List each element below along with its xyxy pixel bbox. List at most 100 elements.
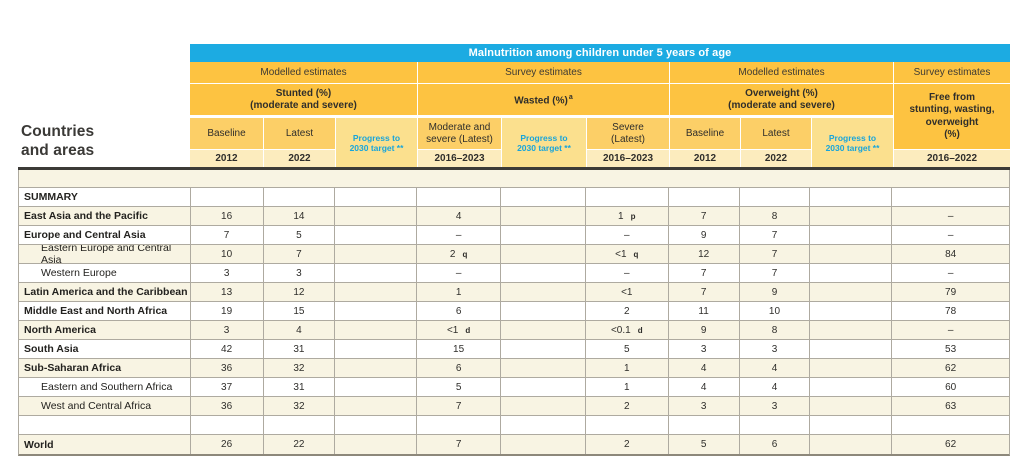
- cell: [417, 416, 502, 434]
- group-label: Modelled estimates: [260, 67, 347, 78]
- cell: [501, 226, 586, 244]
- col-label: Progress to: [828, 132, 877, 143]
- row-label: Europe and Central Asia: [19, 226, 191, 244]
- cell: 9: [740, 283, 811, 301]
- cell: 78: [945, 305, 957, 317]
- col-label: Moderate and: [428, 121, 491, 133]
- measure-label: (%): [944, 129, 960, 140]
- year-stunted-latest: 2022: [263, 150, 335, 167]
- cell: [810, 416, 893, 434]
- cell: [501, 435, 586, 454]
- table-row: Europe and Central Asia 7 5– –9 7–: [19, 226, 1009, 245]
- row-label: SUMMARY: [19, 188, 191, 206]
- cell: 8: [740, 207, 811, 225]
- cell: 3: [669, 397, 740, 415]
- cell: [191, 416, 264, 434]
- measure-label: Overweight (%): [745, 87, 818, 99]
- year-overweight-latest: 2022: [740, 150, 811, 167]
- cell: 5: [417, 378, 502, 396]
- header-rule: [18, 167, 1010, 170]
- col-label: (Latest): [611, 133, 645, 145]
- footnote-marker: a: [568, 93, 573, 101]
- cell: [501, 264, 586, 282]
- cell: 36: [191, 397, 264, 415]
- row-label: East Asia and the Pacific: [19, 207, 191, 225]
- table-row: Eastern and Southern Africa 37 31 5 1 4 4 60: [19, 378, 1009, 397]
- measure-wasted: Wasted (%)a: [417, 84, 669, 116]
- cell: [335, 283, 418, 301]
- cell: [501, 188, 586, 206]
- cell: 7: [191, 226, 264, 244]
- cell: [892, 188, 1009, 206]
- row-label: Latin America and the Caribbean: [19, 283, 191, 301]
- measure-overweight: Overweight (%) (moderate and severe): [669, 84, 893, 116]
- cell: 1: [586, 359, 669, 377]
- table-row: Eastern Europe and Central Asia 10 7 2 q <1 q 1…: [19, 245, 1009, 264]
- cell: 7: [669, 207, 740, 225]
- cell: [335, 207, 418, 225]
- cell: [335, 188, 418, 206]
- cell: [501, 283, 586, 301]
- cell: [810, 321, 893, 339]
- cell: –: [947, 267, 954, 279]
- year-label: 2016–2023: [434, 153, 485, 164]
- cell: [335, 264, 418, 282]
- cell: 11: [669, 302, 740, 320]
- countries-and-areas-title: Countries and areas: [21, 122, 94, 160]
- cell: [586, 416, 669, 434]
- cell: [335, 321, 418, 339]
- year-wasted-moderate: 2016–2023: [417, 150, 501, 167]
- col-label: Progress to: [352, 132, 401, 143]
- cell: 63: [945, 400, 957, 412]
- spacer-row: [19, 170, 1009, 188]
- cell: [810, 378, 893, 396]
- cell: 6: [740, 435, 811, 454]
- cell-footnote-flag: q: [633, 249, 639, 259]
- col-label: Baseline: [207, 127, 246, 139]
- cell: 7: [669, 283, 740, 301]
- cell: 4: [669, 359, 740, 377]
- cell: 7: [417, 435, 502, 454]
- group-modelled-estimates-stunted: Modelled estimates: [190, 62, 417, 84]
- cell: –: [947, 324, 954, 336]
- cell: [810, 226, 893, 244]
- year-label: 2012: [215, 153, 238, 164]
- cell: <1 q: [586, 245, 669, 263]
- cell-value: <0.1: [610, 324, 631, 336]
- col-stunted-baseline: Baseline: [190, 118, 263, 150]
- table-row: East Asia and the Pacific 16 14 4 1 p 7 8–: [19, 207, 1009, 226]
- cell: [335, 340, 418, 358]
- cell: 3: [264, 264, 336, 282]
- table-title: Malnutrition among children under 5 year…: [468, 47, 732, 59]
- measure-label: Stunted (%): [275, 87, 332, 99]
- cell: 13: [191, 283, 264, 301]
- row-label: South Asia: [19, 340, 191, 358]
- row-label: Sub-Saharan Africa: [19, 359, 191, 377]
- countries-title-line1: Countries: [21, 123, 95, 140]
- col-overweight-progress: Progress to 2030 target **: [811, 118, 893, 167]
- table-body: SUMMARY East Asia and the Pacific 16 14 4 1 p 7…: [18, 170, 1010, 456]
- cell: 16: [191, 207, 264, 225]
- cell: 5: [264, 226, 336, 244]
- cell: [335, 302, 418, 320]
- cell: 7: [740, 264, 811, 282]
- cell: 32: [264, 359, 336, 377]
- cell: [501, 416, 586, 434]
- cell: [810, 188, 893, 206]
- group-survey-estimates-freefrom: Survey estimates: [893, 62, 1010, 84]
- col-label: 2030 target **: [517, 142, 571, 153]
- cell: 2: [586, 397, 669, 415]
- year-label: 2012: [693, 153, 717, 164]
- cell: 8: [740, 321, 811, 339]
- cell: 7: [264, 245, 336, 263]
- year-label: 2022: [288, 153, 311, 164]
- table-title-banner: Malnutrition among children under 5 year…: [190, 44, 1010, 62]
- measure-label: stunting, wasting,: [909, 104, 995, 115]
- table-row: South Asia 42 31 15 5 3 3 53: [19, 340, 1009, 359]
- cell: 15: [264, 302, 336, 320]
- group-label: Survey estimates: [913, 67, 991, 78]
- cell: –: [586, 226, 669, 244]
- cell: –: [947, 210, 954, 222]
- cell: 10: [740, 302, 811, 320]
